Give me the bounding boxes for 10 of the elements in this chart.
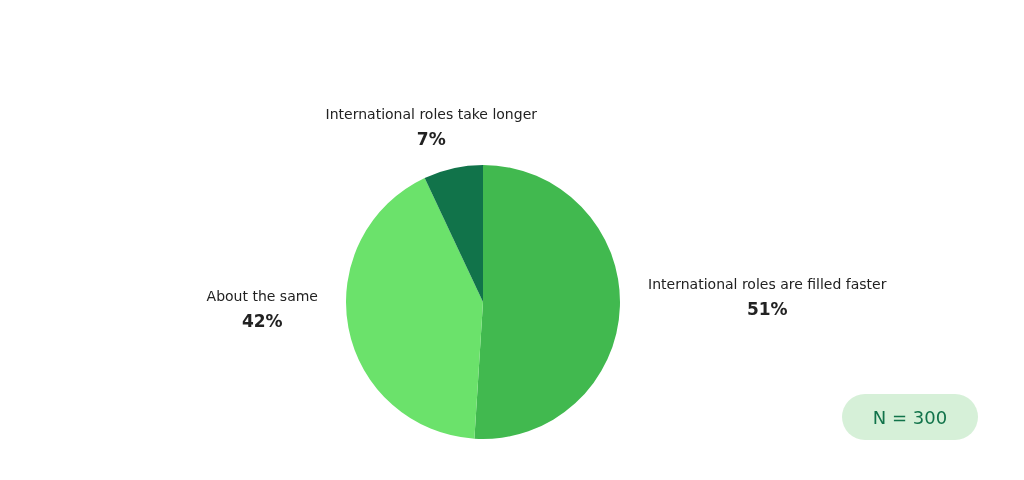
- pie-slice: [424, 165, 483, 302]
- data-label: 42%: [241, 311, 283, 332]
- pie-slice: [474, 165, 620, 439]
- text: N = 300: [872, 407, 948, 428]
- data-label: 7%: [416, 129, 446, 149]
- slice-label: International roles are filled faster: [648, 275, 887, 292]
- slice-label: International roles take longer: [325, 106, 538, 122]
- pie-slice: [346, 178, 483, 439]
- slice-label: About the same: [206, 288, 318, 305]
- data-label: 51%: [746, 298, 788, 319]
